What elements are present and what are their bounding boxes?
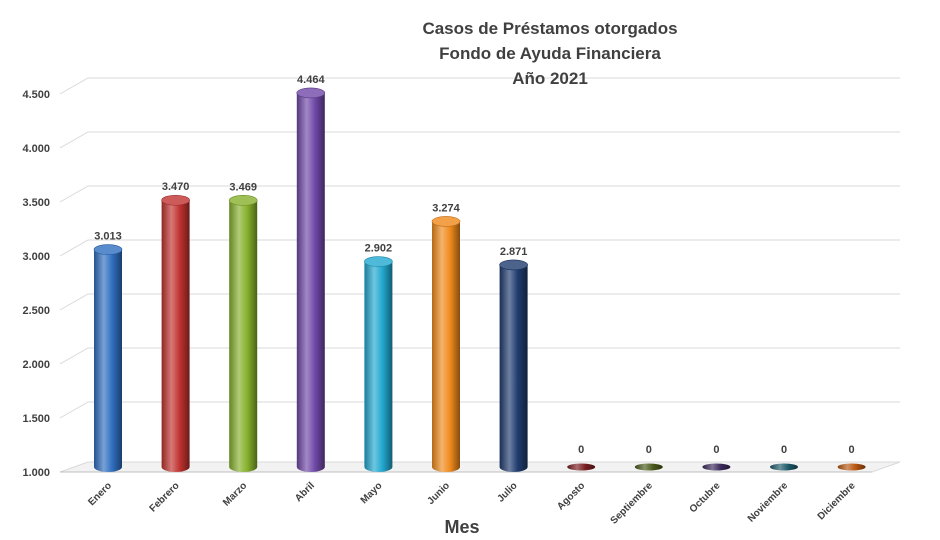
x-tick-label: Abril: [293, 480, 317, 504]
bar-enero: [93, 244, 123, 472]
bar-body: [94, 249, 122, 472]
bar-julio: [499, 259, 528, 472]
data-label: 0: [646, 444, 652, 456]
x-tick-label: Junio: [425, 480, 452, 507]
x-tick-label: Octubre: [688, 480, 723, 515]
bar-mayo: [364, 256, 393, 472]
bar-cap: [228, 195, 258, 206]
bar-marzo: [228, 195, 258, 472]
data-label: 0: [713, 444, 719, 456]
bar-cap: [837, 463, 866, 471]
bar-cap: [499, 259, 528, 271]
x-tick-label: Julio: [495, 480, 519, 504]
bar-agosto: [567, 463, 596, 471]
bar-cap: [161, 194, 190, 206]
y-tick-label: 2.000: [22, 359, 50, 371]
bar-cap: [93, 244, 123, 255]
y-tick-label: 4.500: [22, 89, 50, 101]
gridline: [59, 347, 900, 365]
bar-cap: [567, 463, 596, 471]
x-tick-label: Enero: [86, 480, 114, 508]
y-tick-label: 4.000: [22, 143, 50, 155]
data-label: 4.464: [297, 74, 325, 86]
bar-febrero: [161, 194, 190, 473]
bar-noviembre: [770, 463, 798, 471]
bar-body: [296, 92, 325, 472]
chart-title-line-2: Fondo de Ayuda Financiera: [439, 44, 661, 63]
bar-body: [432, 221, 460, 472]
y-tick-label: 2.500: [22, 305, 50, 317]
gridline: [59, 401, 900, 419]
bar-cap: [770, 463, 798, 471]
chart-title-line-3: Año 2021: [512, 69, 588, 88]
bar-cap: [431, 216, 461, 227]
y-axis-ticks: 1.000 1.500 2.000 2.500 3.000 3.500 4.000 4.500: [22, 89, 50, 479]
gridline: [59, 293, 900, 311]
data-labels: 3.013 3.470 3.469 4.464 2.902 3.274 2.871 0 0 0 0 0: [94, 74, 854, 456]
chart-title: Casos de Préstamos otorgados Fondo de Ay…: [422, 19, 677, 88]
x-tick-label: Febrero: [148, 480, 182, 514]
x-tick-label: Mayo: [359, 480, 385, 506]
bar-septiembre: [634, 463, 663, 471]
x-tick-label: Marzo: [221, 480, 249, 508]
bar-body: [364, 261, 393, 472]
bars: [93, 87, 866, 473]
gridline: [59, 131, 900, 149]
data-label: 0: [781, 444, 787, 456]
x-tick-label: Septiembre: [609, 480, 656, 527]
y-tick-label: 1.500: [22, 413, 50, 425]
bar-cap: [634, 463, 663, 471]
data-label: 0: [849, 444, 855, 456]
bar-body: [499, 264, 528, 472]
bar-octubre: [702, 463, 731, 471]
bar-body: [229, 200, 258, 472]
gridlines: [59, 77, 900, 419]
gridline: [59, 185, 900, 203]
bar-cap: [364, 256, 393, 267]
data-label: 3.469: [229, 181, 257, 193]
data-label: 3.013: [94, 231, 122, 243]
chart-title-line-1: Casos de Préstamos otorgados: [422, 19, 677, 38]
bar-junio: [431, 216, 461, 472]
x-tick-label: Agosto: [555, 480, 587, 512]
data-label: 3.274: [432, 202, 460, 214]
y-tick-label: 1.000: [22, 467, 50, 479]
y-tick-label: 3.000: [22, 251, 50, 263]
data-label: 3.470: [162, 181, 190, 193]
chart-floor: [59, 461, 901, 473]
bar-diciembre: [837, 463, 866, 471]
x-tick-label: Diciembre: [816, 480, 858, 522]
data-label: 2.871: [500, 246, 528, 258]
data-label: 2.902: [365, 243, 393, 255]
data-label: 0: [578, 444, 584, 456]
gridline: [59, 77, 900, 95]
y-tick-label: 3.500: [22, 197, 50, 209]
bar-body: [161, 200, 190, 473]
x-axis-label: Mes: [444, 517, 479, 537]
gridline: [59, 239, 900, 257]
bar-cap: [702, 463, 731, 471]
x-tick-label: Noviembre: [746, 480, 791, 525]
bar-abril: [296, 87, 326, 472]
bar-cap: [296, 87, 326, 99]
